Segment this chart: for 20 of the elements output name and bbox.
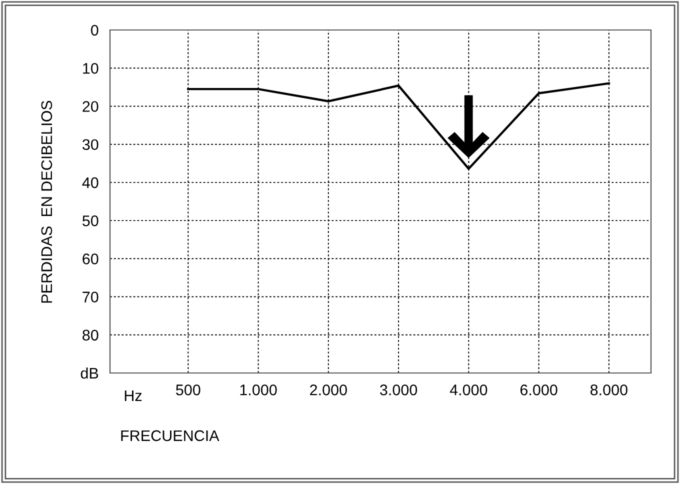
x-tick-label: 4.000	[450, 384, 488, 396]
x-tick-label: 2.000	[310, 384, 347, 396]
y-axis-title: PERDIDAS EN DECIBELIOS	[41, 100, 52, 303]
y-tick-label: 50	[82, 215, 98, 226]
y-tick-label: 70	[82, 292, 98, 302]
y-tick-label: 0	[90, 24, 98, 36]
x-tick-label: 1.000	[240, 384, 277, 396]
x-tick-label: 8.000	[590, 384, 628, 396]
x-tick-label: 6.000	[520, 384, 558, 396]
x-axis-title: FRECUENCIA	[121, 430, 220, 442]
y-tick-label: dB	[80, 367, 98, 379]
x-tick-label: 500	[176, 384, 200, 396]
text: Hz	[124, 390, 142, 401]
y-tick-label: 40	[82, 177, 98, 188]
y-tick-label: 20	[82, 101, 98, 112]
y-tick-label: 10	[83, 62, 98, 74]
y-tick-label: 30	[82, 139, 98, 150]
x-tick-label: 3.000	[380, 384, 418, 396]
y-tick-label: 60	[82, 254, 98, 264]
y-tick-label: 80	[82, 330, 98, 341]
